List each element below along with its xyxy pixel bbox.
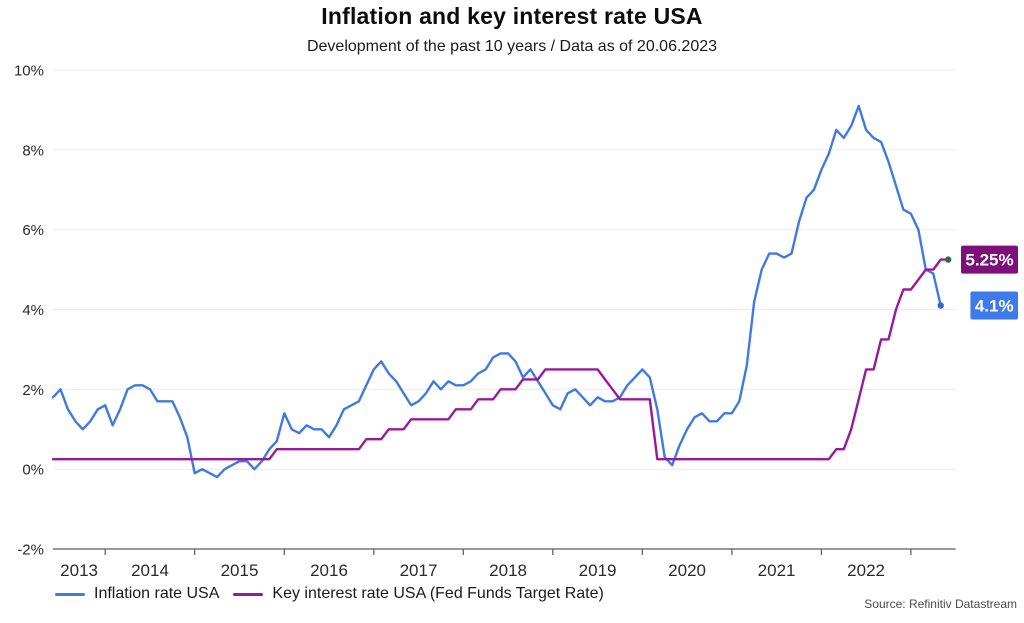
source-attribution: Source: Refinitiv Datastream (864, 597, 1017, 611)
key-interest-line-swatch-icon (233, 592, 264, 596)
key-interest-rate-line (51, 256, 952, 461)
svg-text:2019: 2019 (579, 561, 617, 580)
svg-text:2022: 2022 (847, 561, 885, 580)
svg-text:2014: 2014 (131, 561, 169, 580)
inflation-rate-line (51, 104, 944, 479)
svg-text:2020: 2020 (668, 561, 706, 580)
key-interest-rate-value-badge: 5.25% (961, 245, 1018, 274)
svg-text:2021: 2021 (758, 561, 796, 580)
legend-label-key-interest-rate: Key interest rate USA (Fed Funds Target … (272, 585, 604, 602)
svg-text:6%: 6% (22, 222, 44, 239)
svg-text:2%: 2% (22, 382, 44, 399)
legend-item-inflation-rate: Inflation rate USA (55, 583, 219, 605)
y-axis-labels: 10% 8% 6% 4% 2% 0% -2% (14, 63, 44, 559)
svg-text:4%: 4% (22, 302, 44, 319)
inflation-rate-value-badge: 4.1% (970, 291, 1018, 320)
chart-title: Inflation and key interest rate USA (321, 3, 703, 29)
svg-text:2016: 2016 (310, 561, 348, 580)
svg-text:2013: 2013 (60, 561, 98, 580)
svg-text:2017: 2017 (400, 561, 438, 580)
svg-text:0%: 0% (22, 462, 44, 479)
svg-text:2018: 2018 (489, 561, 527, 580)
svg-text:10%: 10% (14, 63, 44, 80)
inflation-rate-end-dot (937, 302, 944, 309)
legend: Inflation rate USA Key interest rate USA… (55, 583, 604, 605)
inflation-line-swatch-icon (55, 592, 85, 596)
gridlines (53, 69, 956, 470)
legend-label-inflation-rate: Inflation rate USA (94, 585, 220, 602)
legend-item-key-interest-rate: Key interest rate USA (Fed Funds Target … (233, 583, 604, 605)
svg-text:8%: 8% (22, 142, 44, 159)
key-interest-rate-end-dot (945, 256, 952, 263)
svg-text:2015: 2015 (221, 561, 259, 580)
svg-text:4.1%: 4.1% (975, 297, 1014, 316)
x-axis: 2013 2014 2015 2016 2017 2018 2019 2020 2021 2022 (53, 548, 956, 580)
chart-subtitle: Development of the past 10 years / Data … (306, 38, 718, 55)
svg-text:5.25%: 5.25% (965, 251, 1013, 270)
svg-text:-2%: -2% (17, 542, 44, 559)
